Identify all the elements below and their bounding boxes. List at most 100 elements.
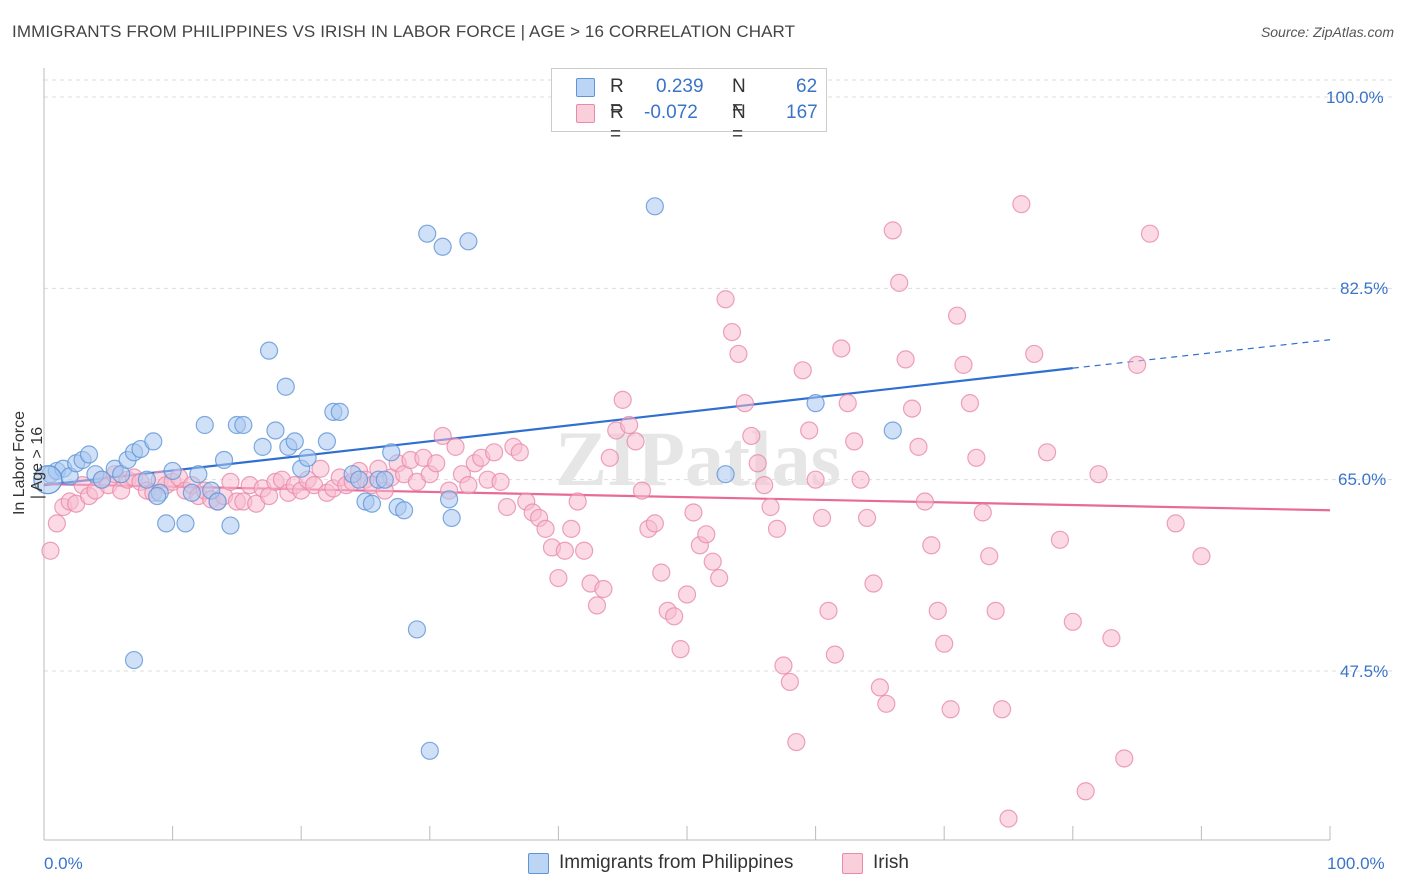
irish-point [1076,782,1095,801]
irish-point [555,541,574,560]
philippines-point [407,620,427,639]
irish-point [652,563,671,582]
philippines-point [806,394,825,413]
irish-point [697,525,716,544]
irish-point [896,350,915,369]
irish-point [536,519,555,538]
irish-point [710,568,729,588]
legend-swatch-philippines [576,78,595,97]
irish-point [857,508,877,528]
irish-point [1050,530,1070,549]
philippines-point [234,415,253,435]
legend-swatch-irish [576,104,595,123]
philippines-trend-extension [1072,339,1331,369]
irish-point [722,322,742,342]
irish-point [716,290,735,309]
legend-n-label: N = [732,76,746,119]
y-axis-title: In Labor Force | Age > 16 [11,410,46,516]
irish-point [851,470,870,489]
bottom-legend-swatch-philippines [528,853,549,874]
watermark: ZIPatlas [555,415,841,502]
irish-point [568,492,587,511]
philippines-point [182,483,201,502]
irish-point [594,579,613,599]
philippines-point [716,465,735,484]
philippines-point [157,514,176,533]
irish-point [761,497,780,517]
philippines-point [375,470,394,489]
irish-point [684,503,703,522]
irish-point [838,394,857,413]
irish-point [562,519,581,538]
irish-point [748,454,767,473]
irish-point [922,536,941,555]
irish-point [935,634,954,653]
philippines-point [208,492,227,511]
irish-point [819,601,838,620]
irish-point [703,552,722,571]
philippines-point [195,415,214,435]
legend-r-label: R = [610,102,624,145]
irish-point [311,459,330,478]
irish-point [677,585,697,604]
philippines-point [317,432,337,451]
data-points [33,195,1211,828]
philippines-point [349,470,369,489]
philippines-point [442,508,461,528]
philippines-point [439,490,459,509]
irish-point [549,568,568,588]
legend: R = 0.239 N = 62 R = -0.072 N = 167 [551,68,827,145]
irish-point [613,390,632,409]
irish-point [587,596,607,615]
irish-point [485,443,504,462]
legend-r-value: 0.239 [656,76,704,97]
bottom-legend-swatch-irish [842,853,863,874]
x-tick-label-max: 100.0% [1327,854,1385,873]
irish-point [967,448,986,467]
irish-point [1025,344,1044,364]
philippines-point [79,445,99,464]
philippines-point [459,232,478,251]
irish-point [980,547,999,566]
irish-point [864,574,883,593]
philippines-point [883,421,902,440]
philippines-point [276,377,295,396]
irish-point [1166,514,1185,533]
philippines-point [214,450,234,470]
philippines-point [420,741,439,760]
irish-point [433,426,452,446]
y-tick-label: 47.5% [1340,662,1389,681]
irish-point [787,732,806,752]
philippines-point [285,432,304,451]
irish-point [780,672,799,692]
irish-point [915,492,935,511]
irish-point [1012,195,1031,214]
irish-point [735,394,754,413]
philippines-point [33,465,63,495]
y-tick-label: 100.0% [1326,88,1384,107]
axes [43,68,1331,841]
irish-point [446,437,465,456]
irish-point [1127,355,1147,374]
bottom-legend-label: Irish [873,852,909,873]
irish-point [986,601,1005,620]
y-tick-label: 82.5% [1340,279,1389,298]
bottom-legend-label: Immigrants from Philippines [559,852,794,873]
irish-point [41,541,60,560]
philippines-point [394,501,414,520]
irish-point [767,519,787,538]
irish-point [973,503,992,522]
philippines-point [144,432,163,451]
irish-point [1089,465,1108,484]
philippines-point [163,461,182,481]
philippines-point [137,470,156,489]
irish-point [999,809,1018,828]
philippines-trend-line [43,367,1073,487]
legend-n-label: N = [732,102,746,145]
irish-point [960,394,980,413]
irish-point [832,339,851,358]
philippines-point [330,402,349,421]
irish-point [954,355,973,374]
irish-point [992,700,1012,719]
